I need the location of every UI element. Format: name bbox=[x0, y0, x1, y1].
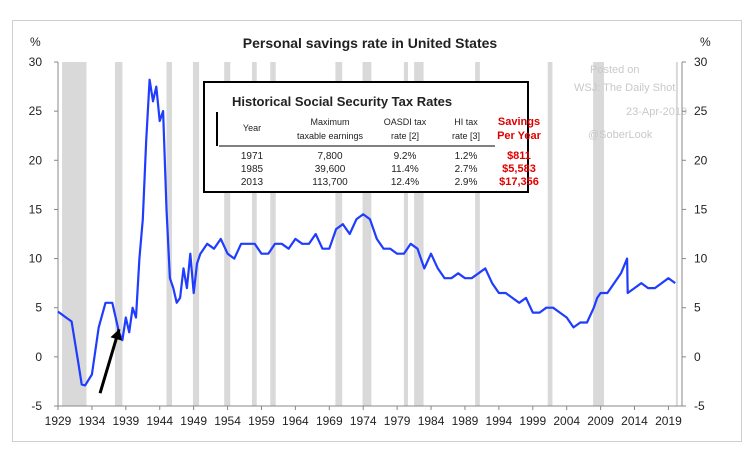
x-tick-label: 1949 bbox=[180, 414, 207, 428]
x-tick-label: 2019 bbox=[655, 414, 682, 428]
recession-band bbox=[335, 62, 343, 406]
inset-cell: 11.4% bbox=[391, 164, 419, 175]
recession-band bbox=[593, 62, 604, 406]
inset-column-header: HI tax bbox=[454, 117, 478, 127]
recession-band bbox=[362, 62, 372, 406]
y-tick-label-left: 15 bbox=[29, 202, 43, 216]
inset-column-header: rate [2] bbox=[391, 131, 419, 141]
inset-savings-header: Savings bbox=[498, 116, 540, 128]
x-tick-label: 1974 bbox=[350, 414, 377, 428]
watermark-posted-on: Posted on bbox=[590, 64, 640, 76]
inset-title: Historical Social Security Tax Rates bbox=[232, 94, 452, 109]
y-axis-left: -5 0 5 10 15 20 25 30 bbox=[29, 55, 59, 413]
inset-savings-header: Per Year bbox=[497, 130, 542, 142]
recession-band bbox=[62, 62, 87, 406]
y-tick-label-right: -5 bbox=[694, 399, 705, 413]
x-tick-label: 1929 bbox=[45, 414, 72, 428]
y-tick-label-left: -5 bbox=[31, 399, 42, 413]
x-tick-label: 1969 bbox=[316, 414, 343, 428]
inset-column-header: rate [3] bbox=[452, 131, 480, 141]
watermark-source: WSJ: The Daily Shot bbox=[574, 82, 675, 94]
y-tick-label-left: 25 bbox=[29, 104, 43, 118]
annotation-arrow-head bbox=[110, 329, 122, 341]
inset-rows: 1971 7,800 9.2% 1.2% 1985 39,600 11.4% 2.7% 2013… bbox=[241, 151, 478, 188]
recession-band bbox=[270, 62, 276, 406]
inset-cell: 7,800 bbox=[317, 151, 342, 162]
recession-band bbox=[547, 62, 553, 406]
inset-cell: 2013 bbox=[241, 177, 264, 188]
inset-column-header: OASDI tax bbox=[384, 117, 427, 127]
inset-box bbox=[203, 81, 529, 193]
inset-cell: 12.4% bbox=[391, 177, 419, 188]
y-tick-label-right: 30 bbox=[694, 55, 708, 69]
recession-band bbox=[414, 62, 424, 406]
inset-cell: 2.9% bbox=[455, 177, 478, 188]
y-tick-label-right: 15 bbox=[694, 202, 708, 216]
watermark: Posted on WSJ: The Daily Shot 23-Apr-201… bbox=[574, 64, 687, 141]
inset-cell: 2.7% bbox=[455, 164, 478, 175]
y-axis-right: -5 0 5 10 15 20 25 30 bbox=[681, 55, 708, 413]
x-tick-label: 1979 bbox=[384, 414, 411, 428]
x-tick-label: 1999 bbox=[519, 414, 546, 428]
annotation-arrow-shaft bbox=[98, 328, 121, 394]
recession-band bbox=[224, 62, 231, 406]
x-tick-label: 1984 bbox=[418, 414, 445, 428]
inset-cell: 9.2% bbox=[394, 151, 417, 162]
x-tick-label: 1954 bbox=[214, 414, 241, 428]
y-tick-label-left: 0 bbox=[35, 350, 42, 364]
inset-cell: 1.2% bbox=[455, 151, 478, 162]
inset-column-header: taxable earnings bbox=[297, 131, 364, 141]
y-tick-label-right: 20 bbox=[694, 153, 708, 167]
series-layer bbox=[57, 78, 676, 387]
inset-cell: 113,700 bbox=[312, 177, 348, 188]
x-tick-label: 2009 bbox=[587, 414, 614, 428]
inset-cell: 1971 bbox=[241, 151, 264, 162]
recession-band bbox=[114, 62, 123, 406]
y-tick-label-right: 5 bbox=[694, 301, 701, 315]
x-tick-label: 1934 bbox=[79, 414, 106, 428]
x-tick-label: 1964 bbox=[282, 414, 309, 428]
x-tick-label: 1939 bbox=[112, 414, 139, 428]
x-tick-label: 1944 bbox=[146, 414, 173, 428]
inset-savings: Savings Per Year $811$5,583$17,356 bbox=[497, 116, 542, 188]
inset-savings-value: $17,356 bbox=[499, 176, 539, 188]
y-tick-label-right: 25 bbox=[694, 104, 708, 118]
recession-band bbox=[403, 62, 408, 406]
y-tick-label-left: 30 bbox=[29, 55, 43, 69]
recession-band bbox=[166, 62, 172, 406]
y-axis-unit-right: % bbox=[700, 35, 711, 49]
y-tick-label-left: 5 bbox=[35, 301, 42, 315]
y-tick-label-right: 0 bbox=[694, 350, 701, 364]
inset-savings-value: $5,583 bbox=[502, 163, 536, 175]
watermark-date: 23-Apr-2019 bbox=[626, 106, 687, 118]
chart-title: Personal savings rate in United States bbox=[243, 35, 498, 51]
inset-cell: 39,600 bbox=[315, 164, 346, 175]
y-tick-label-left: 10 bbox=[29, 252, 43, 266]
y-axis-unit-left: % bbox=[30, 35, 41, 49]
y-tick-label-left: 20 bbox=[29, 153, 43, 167]
x-tick-label: 1959 bbox=[248, 414, 275, 428]
inset-savings-value: $811 bbox=[507, 150, 531, 162]
recession-bands bbox=[62, 62, 678, 406]
recession-band bbox=[251, 62, 257, 406]
inset-column-headers: Year Maximum taxable earnings OASDI tax rate… bbox=[243, 117, 480, 141]
x-tick-label: 1989 bbox=[452, 414, 479, 428]
savings-rate-line bbox=[57, 78, 676, 387]
inset-column-header: Maximum bbox=[310, 117, 349, 127]
x-tick-label: 2004 bbox=[553, 414, 580, 428]
inset-column-header: Year bbox=[243, 123, 261, 133]
x-axis: 1929 1934 1939 1944 1949 1954 1959 1964 1969 1974… bbox=[45, 405, 682, 428]
tax-rate-inset: Historical Social Security Tax Rates Yea… bbox=[203, 81, 542, 193]
x-tick-label: 1994 bbox=[486, 414, 513, 428]
x-tick-label: 2014 bbox=[621, 414, 648, 428]
annotation-arrow bbox=[98, 328, 122, 394]
recession-band bbox=[675, 62, 678, 406]
inset-cell: 1985 bbox=[241, 164, 264, 175]
recession-band bbox=[192, 62, 200, 406]
recession-band bbox=[475, 62, 480, 406]
watermark-handle: @SoberLook bbox=[588, 129, 653, 141]
y-tick-label-right: 10 bbox=[694, 252, 708, 266]
